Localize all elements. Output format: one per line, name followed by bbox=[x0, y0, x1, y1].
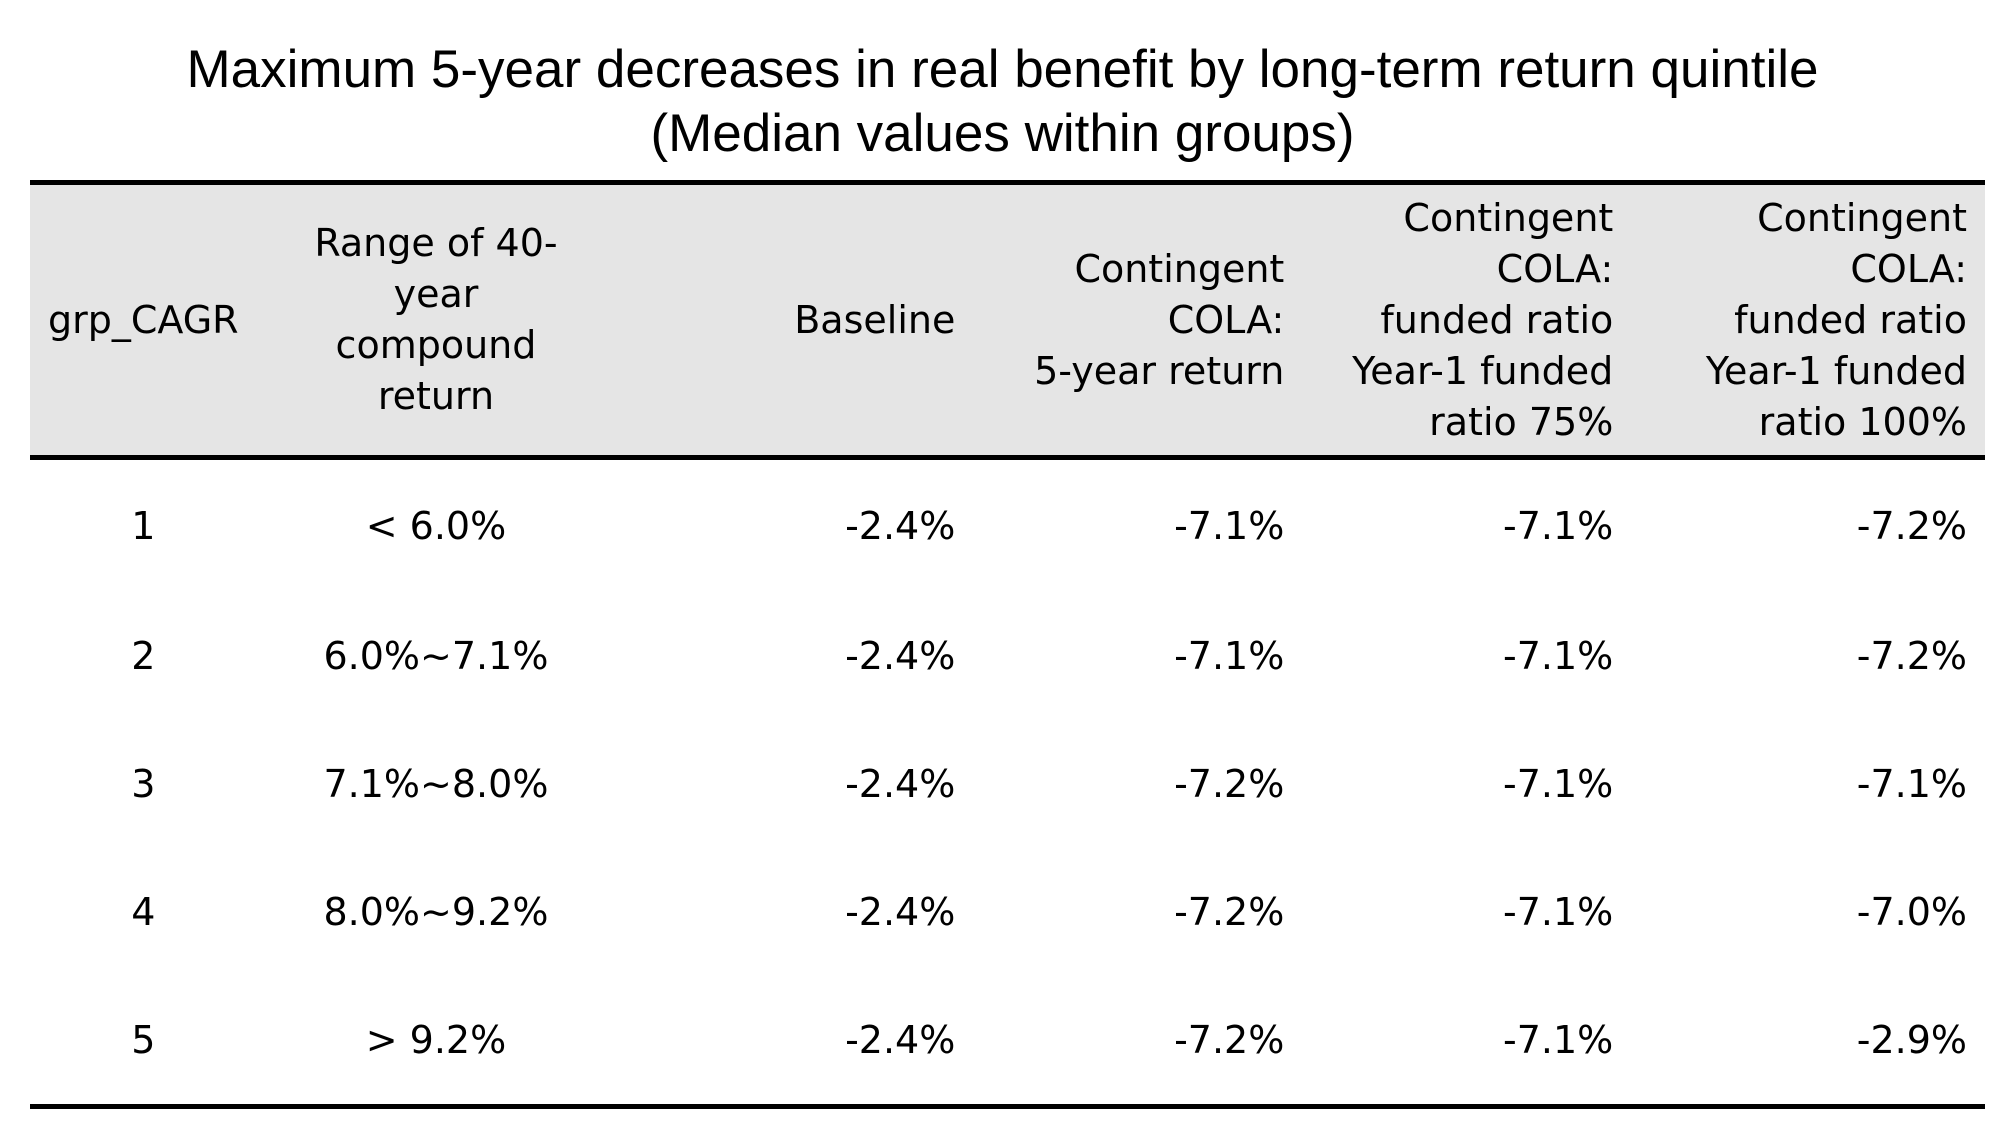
table-row: 5 > 9.2% -2.4% -7.2% -7.1% -2.9% bbox=[30, 976, 1985, 1109]
cell-cola-5yr: -7.2% bbox=[1174, 890, 1285, 934]
cell-cola-5yr: -7.2% bbox=[1174, 762, 1285, 806]
data-table: grp_CAGR Range of 40-year compound retur… bbox=[30, 180, 1985, 1109]
cell-grp-cagr: 2 bbox=[131, 634, 156, 678]
cell-cola-fr75: -7.1% bbox=[1302, 976, 1632, 1109]
cell-range: 6.0%~7.1% bbox=[323, 634, 549, 678]
header-cola-fr100: Contingent COLA: funded ratio Year-1 fun… bbox=[1631, 180, 1985, 460]
table-row: 2 6.0%~7.1% -2.4% -7.1% -7.1% -7.2% bbox=[30, 592, 1985, 720]
cell-grp-cagr: 5 bbox=[30, 976, 257, 1109]
cell-range: 8.0%~9.2% bbox=[323, 890, 549, 934]
cell-cola-fr75: -7.1% bbox=[1503, 504, 1614, 548]
cell-baseline: -2.4% bbox=[845, 762, 956, 806]
cell-cola-5yr: -7.1% bbox=[1174, 634, 1285, 678]
header-cola-5yr: Contingent COLA: 5-year return bbox=[973, 180, 1303, 460]
cell-cola-fr100: -7.2% bbox=[1856, 634, 1967, 678]
header-cola-fr75: Contingent COLA: funded ratio Year-1 fun… bbox=[1302, 180, 1632, 460]
cell-grp-cagr: 3 bbox=[131, 762, 156, 806]
header-grp-cagr: grp_CAGR bbox=[30, 180, 257, 460]
table-row: 3 7.1%~8.0% -2.4% -7.2% -7.1% -7.1% bbox=[30, 720, 1985, 848]
cell-cola-fr75: -7.1% bbox=[1503, 890, 1614, 934]
header-row: grp_CAGR Range of 40-year compound retur… bbox=[30, 180, 1985, 460]
table-header: grp_CAGR Range of 40-year compound retur… bbox=[30, 180, 1985, 460]
cell-baseline: -2.4% bbox=[845, 504, 956, 548]
table-title: Maximum 5-year decreases in real benefit… bbox=[0, 38, 2005, 166]
cell-cola-fr100: -2.9% bbox=[1631, 976, 1985, 1109]
cell-grp-cagr: 1 bbox=[131, 504, 156, 548]
table-row: 1 < 6.0% -2.4% -7.1% -7.1% -7.2% bbox=[30, 458, 1985, 593]
cell-baseline: -2.4% bbox=[845, 890, 956, 934]
cell-cola-fr75: -7.1% bbox=[1503, 762, 1614, 806]
cell-cola-5yr: -7.1% bbox=[1174, 504, 1285, 548]
header-range: Range of 40-year compound return bbox=[256, 180, 616, 460]
header-baseline: Baseline bbox=[615, 180, 974, 460]
cell-range: < 6.0% bbox=[365, 504, 507, 548]
cell-baseline: -2.4% bbox=[845, 634, 956, 678]
title-line-2: (Median values within groups) bbox=[650, 104, 1355, 163]
cell-cola-fr100: -7.0% bbox=[1856, 890, 1967, 934]
cell-cola-fr100: -7.2% bbox=[1856, 504, 1967, 548]
cell-cola-fr75: -7.1% bbox=[1503, 634, 1614, 678]
cell-cola-5yr: -7.2% bbox=[973, 976, 1303, 1109]
cell-range: 7.1%~8.0% bbox=[323, 762, 549, 806]
cell-baseline: -2.4% bbox=[615, 976, 974, 1109]
cell-range: > 9.2% bbox=[256, 976, 616, 1109]
title-line-1: Maximum 5-year decreases in real benefit… bbox=[186, 40, 1819, 99]
cell-grp-cagr: 4 bbox=[131, 890, 156, 934]
table-body: 1 < 6.0% -2.4% -7.1% -7.1% -7.2% 2 6.0%~… bbox=[30, 458, 1985, 1109]
table-row: 4 8.0%~9.2% -2.4% -7.2% -7.1% -7.0% bbox=[30, 848, 1985, 976]
cell-cola-fr100: -7.1% bbox=[1856, 762, 1967, 806]
